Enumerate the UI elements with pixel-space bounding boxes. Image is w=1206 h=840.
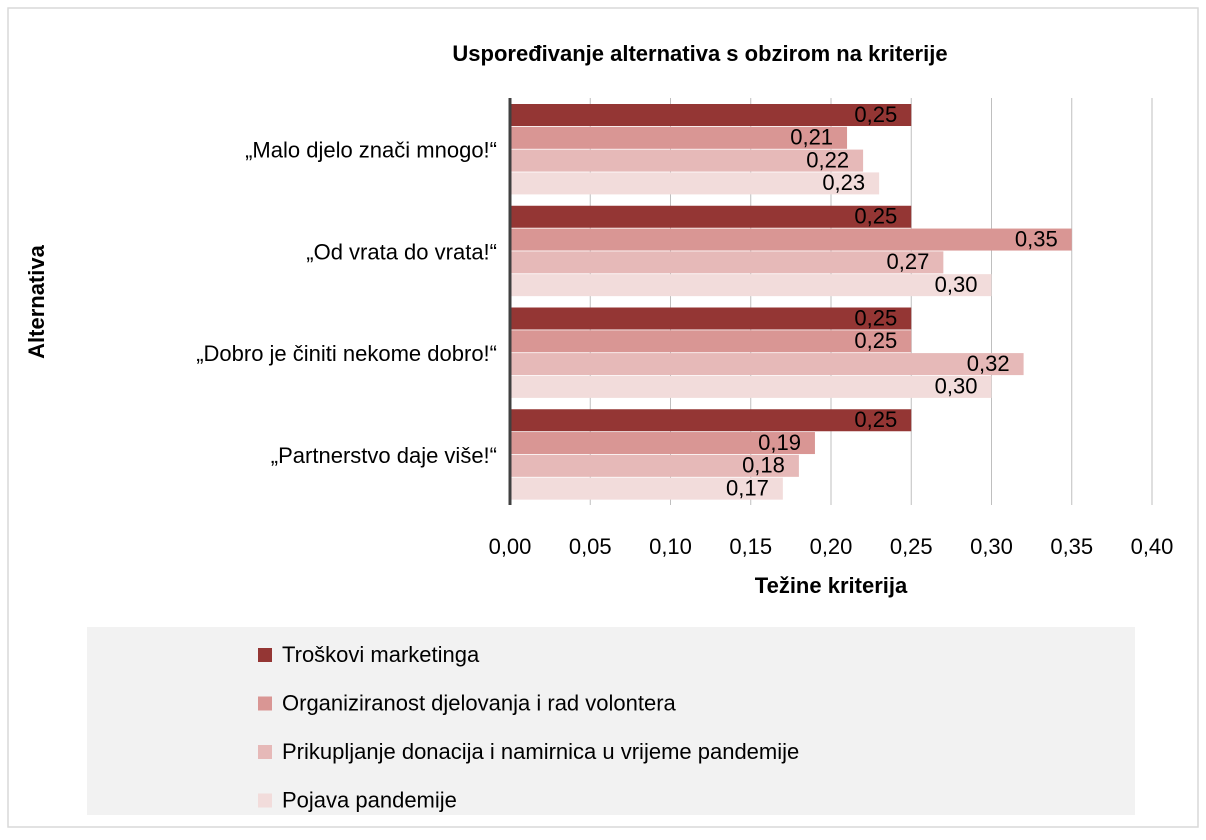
- legend-label: Troškovi marketinga: [282, 642, 480, 667]
- bar: [510, 172, 880, 195]
- data-label: 0,19: [758, 430, 801, 455]
- x-tick-label: 0,05: [569, 534, 612, 559]
- chart-title: Uspoređivanje alternativa s obzirom na k…: [452, 41, 947, 66]
- x-tick-label: 0,10: [649, 534, 692, 559]
- bar: [510, 375, 992, 398]
- data-label: 0,22: [806, 147, 849, 172]
- legend-swatch: [258, 648, 272, 662]
- bar: [510, 353, 1024, 376]
- bar: [510, 251, 944, 274]
- x-tick-label: 0,35: [1050, 534, 1093, 559]
- y-axis-title: Alternativa: [24, 244, 49, 358]
- legend-label: Organiziranost djelovanja i rad volonter…: [282, 690, 677, 715]
- legend-swatch: [258, 696, 272, 711]
- data-label: 0,23: [822, 170, 865, 195]
- bar: [510, 126, 848, 149]
- bar: [510, 307, 912, 330]
- x-axis-title: Težine kriterija: [755, 573, 908, 598]
- legend-label: Prikupljanje donacija i namirnica u vrij…: [282, 739, 799, 764]
- data-label: 0,25: [854, 102, 897, 127]
- data-label: 0,27: [887, 249, 930, 274]
- data-label: 0,30: [935, 272, 978, 297]
- x-tick-label: 0,20: [810, 534, 853, 559]
- data-label: 0,25: [854, 407, 897, 432]
- data-label: 0,21: [790, 125, 833, 150]
- x-tick-label: 0,15: [729, 534, 772, 559]
- bar: [510, 274, 992, 297]
- bar: [510, 330, 912, 353]
- x-tick-label: 0,00: [489, 534, 532, 559]
- data-label: 0,30: [935, 374, 978, 399]
- x-tick-label: 0,40: [1131, 534, 1174, 559]
- y-tick-label: „Dobro je činiti nekome dobro!“: [196, 341, 497, 366]
- legend-label: Pojava pandemije: [282, 787, 457, 812]
- data-label: 0,25: [854, 328, 897, 353]
- data-label: 0,32: [967, 351, 1010, 376]
- bar: [510, 149, 864, 172]
- data-label: 0,17: [726, 475, 769, 500]
- y-tick-label: „Partnerstvo daje više!“: [271, 443, 497, 468]
- bar: [510, 104, 912, 126]
- x-tick-label: 0,30: [970, 534, 1013, 559]
- bar: [510, 205, 912, 228]
- y-tick-label: „Malo djelo znači mnogo!“: [245, 138, 497, 163]
- bar: [510, 454, 799, 477]
- legend-swatch: [258, 745, 272, 759]
- data-label: 0,25: [854, 305, 897, 330]
- data-label: 0,25: [854, 204, 897, 229]
- data-label: 0,18: [742, 453, 785, 478]
- y-tick-label: „Od vrata do vrata!“: [306, 239, 497, 264]
- x-tick-label: 0,25: [890, 534, 933, 559]
- bar: [510, 432, 815, 455]
- legend-swatch: [258, 793, 272, 808]
- data-label: 0,35: [1015, 226, 1058, 251]
- bar: [510, 409, 912, 432]
- bar: [510, 228, 1072, 251]
- bar: [510, 477, 783, 500]
- legend-box: [87, 627, 1135, 815]
